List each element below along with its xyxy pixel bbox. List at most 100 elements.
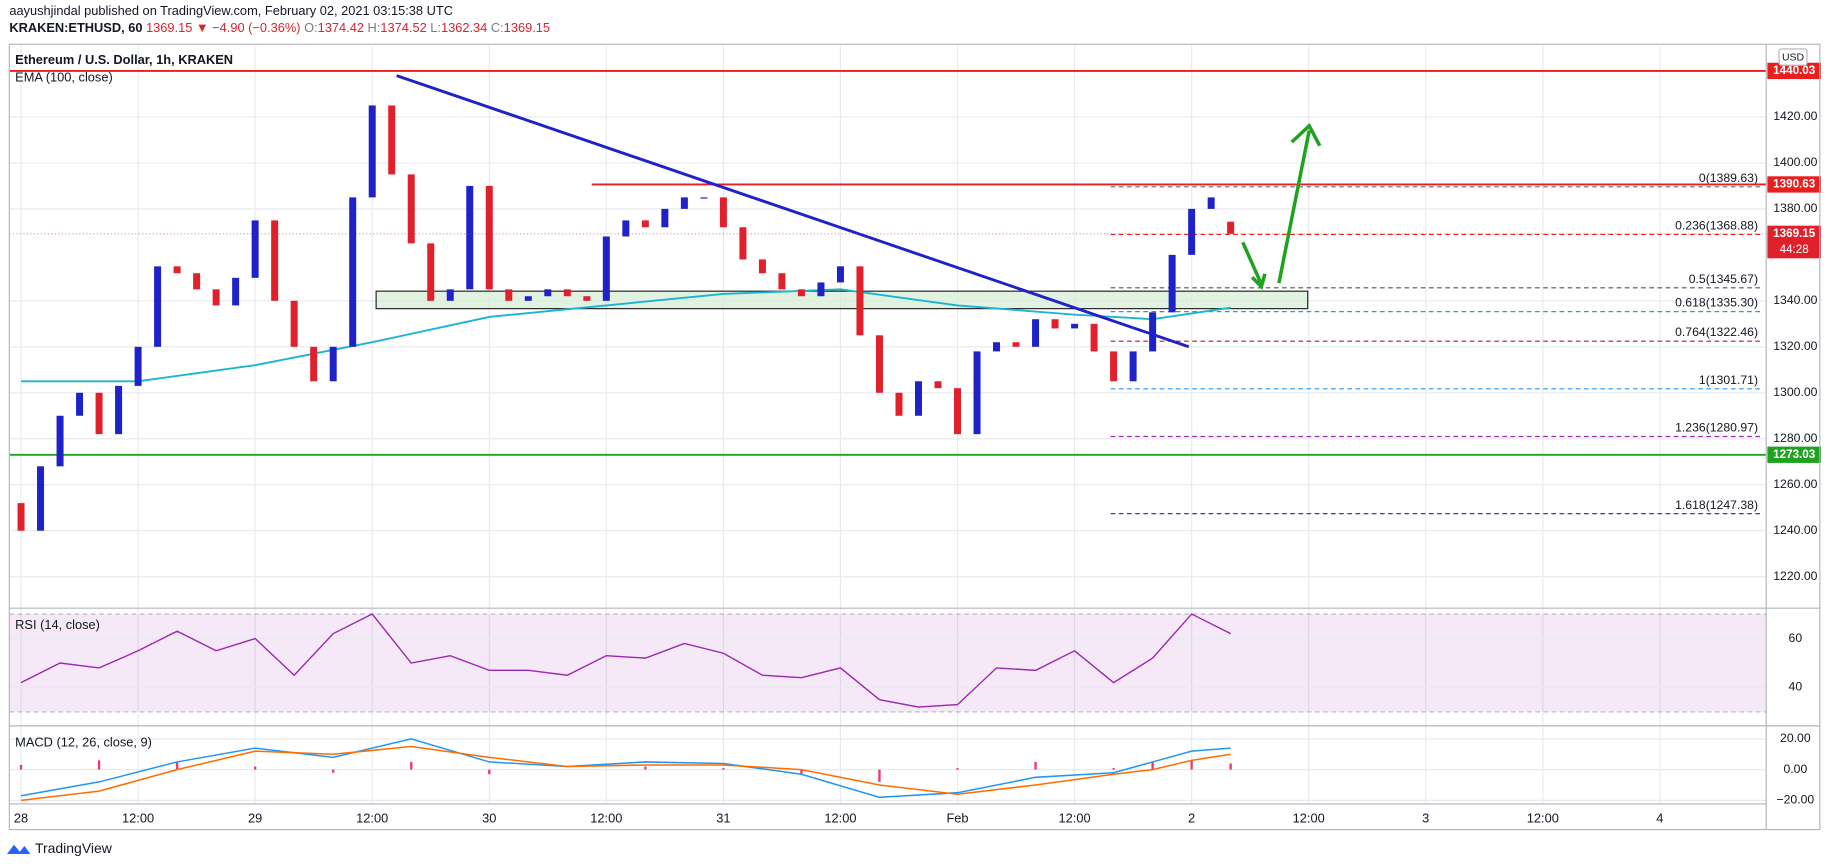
candle: [310, 346, 318, 382]
x-tick-label: 12:00: [1293, 810, 1325, 825]
candle: [407, 174, 415, 244]
ohlc-label: L:: [430, 21, 441, 36]
candle: [1012, 342, 1020, 347]
candle: [524, 296, 532, 301]
candle: [661, 208, 669, 228]
y-tick-label: 40: [1789, 680, 1803, 694]
ohlc-value: 1374.52: [380, 21, 426, 36]
frame: [8, 43, 1821, 831]
histogram-bar: [878, 769, 881, 782]
histogram-bar: [1229, 763, 1232, 770]
candle: [1110, 351, 1118, 382]
candle: [290, 300, 298, 347]
fib-label: 1(1301.71): [1699, 373, 1758, 387]
candle: [17, 503, 25, 531]
candle: [115, 385, 123, 435]
candle: [973, 351, 981, 435]
y-tick-label: 1220.00: [1773, 569, 1817, 583]
x-tick-label: 12:00: [590, 810, 622, 825]
candle: [1207, 197, 1215, 209]
level-box: [1767, 176, 1822, 193]
fib-label: 1.236(1280.97): [1675, 421, 1758, 435]
candle: [466, 185, 474, 290]
x-tick-label: Feb: [946, 810, 968, 825]
currency: USD: [1782, 52, 1805, 63]
histogram-bar: [956, 768, 959, 770]
ohlc-label: H:: [368, 21, 381, 36]
y-tick-label: 1260.00: [1773, 477, 1817, 491]
candle: [583, 296, 591, 301]
candle: [954, 388, 962, 435]
histogram-bar: [175, 761, 179, 770]
candle: [271, 220, 279, 301]
candle: [856, 266, 864, 336]
logo: TradingView: [6, 840, 113, 856]
x-tick-label: 4: [1656, 810, 1663, 825]
fib-label: 0.764(1322.46): [1675, 325, 1758, 339]
candle: [1129, 351, 1137, 382]
ohlc-value: 1369.15: [504, 21, 550, 36]
candle: [797, 289, 805, 297]
logo-icon: [6, 844, 31, 855]
level-label: 1440.03: [1773, 64, 1816, 77]
x-tick-label: 12:00: [1059, 810, 1091, 825]
candle: [173, 266, 181, 274]
last-price: 1369.15: [1773, 227, 1816, 240]
candle: [602, 236, 610, 301]
fib-label: 1.618(1247.38): [1675, 498, 1758, 512]
rsi-line: [20, 613, 1231, 708]
candle: [1032, 319, 1040, 347]
candle: [1188, 208, 1196, 255]
ohlc-value: 1374.42: [318, 21, 364, 36]
candle: [193, 273, 201, 290]
candle: [778, 273, 786, 290]
histogram-bar: [722, 768, 725, 770]
candle: [1071, 323, 1079, 329]
x-tick-label: 12:00: [122, 810, 154, 825]
y-tick-label: 1400.00: [1773, 155, 1817, 169]
candle: [388, 105, 396, 175]
plot-layer: 28 12:00 29 12:00 30 12:00 31 12:00 Feb 12:00 2 12:…: [9, 45, 1822, 825]
arrow-down: [1241, 241, 1264, 285]
trendline: [396, 74, 1190, 349]
candle: [1168, 254, 1176, 313]
candle: [758, 259, 766, 274]
candle: [134, 346, 142, 386]
candle: [1227, 221, 1235, 234]
y-tick-label: 1280.00: [1773, 431, 1817, 445]
candle: [446, 289, 454, 301]
histogram-bar: [1034, 761, 1037, 770]
histogram-bar: [410, 761, 413, 770]
candle: [895, 392, 903, 416]
histogram-bar: [488, 769, 491, 775]
countdown: 44:28: [1780, 243, 1809, 256]
y-tick-label: 20.00: [1780, 731, 1811, 745]
x-tick-label: 3: [1422, 810, 1429, 825]
y-tick-label: 1240.00: [1773, 523, 1817, 537]
candle: [1090, 323, 1098, 352]
level-box: [1767, 62, 1822, 80]
candle: [719, 197, 727, 228]
currency-box: [1778, 48, 1808, 66]
arrow-head: [1290, 122, 1322, 147]
candle: [368, 105, 376, 198]
histogram-bar: [19, 765, 23, 770]
rsi-title: RSI (14, close): [15, 617, 100, 632]
histogram-bar: [800, 769, 803, 775]
candle: [37, 466, 45, 531]
histogram-bar: [644, 766, 647, 770]
candle: [427, 243, 435, 301]
chart-title: Ethereum / U.S. Dollar, 1h, KRAKEN: [15, 52, 233, 67]
candle: [212, 289, 220, 306]
level-label: 1273.03: [1773, 448, 1816, 461]
histogram-bar: [1190, 760, 1193, 770]
x-tick-label: 12:00: [356, 810, 388, 825]
ohlc-label: C:: [491, 21, 504, 36]
y-tick-label: −20.00: [1776, 793, 1814, 807]
candle: [700, 197, 708, 199]
signal-line: [20, 745, 1231, 802]
symbol: KRAKEN:ETHUSD, 60: [9, 21, 142, 36]
y-tick-label: 1340.00: [1773, 293, 1817, 307]
arrow-head: [1250, 273, 1267, 290]
